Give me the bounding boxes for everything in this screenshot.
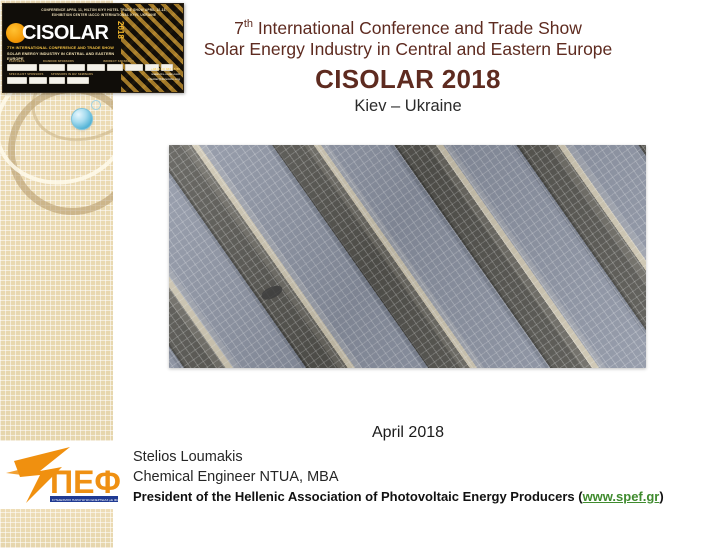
photo-lighting-overlay	[169, 145, 646, 368]
photo-row-separators	[169, 145, 646, 368]
photo-panel-rows	[169, 145, 646, 368]
lightning-bolt-icon	[14, 447, 70, 503]
photo-cell-grid	[169, 145, 646, 368]
sponsor-logo	[87, 64, 105, 71]
solar-farm-aerial-photo	[169, 145, 646, 368]
sponsor-logo	[7, 77, 27, 84]
presenter-info-block: Stelios Loumakis Chemical Engineer NTUA,…	[133, 447, 693, 506]
spef-logo: ΠΕΦ ΣΥΝΔΕΣΜΟΣ ΠΑΡΑΓΩΓΩΝ ΕΝΕΡΓΕΙΑΣ μΕ ΦΩΤ…	[0, 441, 122, 509]
slide-title-block: 7th International Conference and Trade S…	[183, 18, 633, 116]
banner-mosaic-pattern	[121, 4, 183, 92]
organization-title-suffix: )	[659, 489, 664, 504]
sponsor-logo	[49, 77, 65, 84]
banner-label-biz: SPONSORS IN BIZ SEMINARS	[51, 73, 94, 76]
sponsor-logo	[67, 64, 85, 71]
sponsor-logo	[125, 64, 143, 71]
cisolar-conference-banner: CONFERENCE APRIL 11, HILTON KIYV HOTEL T…	[2, 3, 184, 93]
sponsor-logo	[161, 64, 173, 71]
banner-website: www.cis-solar.com	[151, 72, 180, 76]
organization-title-prefix: President of the Hellenic Association of…	[133, 489, 583, 504]
sponsor-logo	[107, 64, 123, 71]
banner-subtitle-1: 7TH INTERNATIONAL CONFERENCE AND TRADE S…	[7, 46, 114, 50]
spef-tagline-bar	[50, 496, 118, 502]
page-title: CISOLAR 2018	[315, 64, 501, 94]
banner-subtitle-2: SOLAR ENERGY INDUSTRY IN CENTRAL AND EAS…	[7, 52, 115, 61]
bolt-tail-icon	[6, 468, 26, 475]
conference-edition-line: 7th International Conference and Trade S…	[183, 18, 633, 39]
banner-phone: +38 (044) 383 03 56	[150, 67, 180, 71]
sponsor-logo	[145, 64, 159, 71]
banner-label-partners: PARTNERS	[9, 60, 25, 63]
sponsor-logo	[7, 64, 37, 71]
banner-label-indirect: INDIRECT SPONSORS	[103, 60, 135, 63]
spef-website-link[interactable]: www.spef.gr	[582, 489, 660, 504]
sun-icon	[6, 23, 26, 43]
banner-email: cisolar@ibcentre.org	[148, 77, 180, 81]
banner-sponsor-logo-row-2	[7, 77, 89, 84]
banner-label-diamond: DIAMOND SPONSORS	[43, 60, 75, 63]
sidebar-decorative-panel-bottom	[0, 508, 113, 548]
presenter-name: Stelios Loumakis	[133, 449, 243, 465]
sponsor-logo	[67, 77, 89, 84]
small-circle-decoration	[91, 100, 101, 110]
edition-number: 7	[234, 18, 244, 38]
spef-logo-graphic: ΠΕΦ ΣΥΝΔΕΣΜΟΣ ΠΑΡΑΓΩΓΩΝ ΕΝΕΡΓΕΙΑΣ μΕ ΦΩΤ…	[6, 447, 122, 503]
spef-tagline: ΣΥΝΔΕΣΜΟΣ ΠΑΡΑΓΩΓΩΝ ΕΝΕΡΓΕΙΑΣ μΕ ΦΩΤΟΒΟΛ…	[52, 498, 122, 502]
sponsor-logo	[39, 64, 65, 71]
conference-location: Kiev – Ukraine	[354, 97, 462, 115]
conference-theme-line: Solar Energy Industry in Central and Eas…	[203, 39, 613, 59]
presenter-organization-title: President of the Hellenic Association of…	[133, 487, 693, 506]
banner-year-text: 2018	[116, 21, 125, 39]
edition-rest: International Conference and Trade Show	[253, 18, 582, 38]
sponsor-logo	[29, 77, 47, 84]
banner-logo-text: CISOLAR	[22, 22, 109, 44]
blue-sphere-decoration	[71, 108, 93, 130]
presenter-role: Chemical Engineer NTUA, MBA	[133, 469, 339, 485]
banner-label-special: SPECIALIST SPONSORS	[9, 73, 44, 76]
presentation-date: April 2018	[371, 424, 445, 441]
banner-event-details: CONFERENCE APRIL 11, HILTON KIYV HOTEL T…	[41, 8, 167, 17]
edition-ordinal-suffix: th	[243, 18, 254, 31]
spef-letters: ΠΕΦ	[50, 464, 121, 500]
banner-sponsor-logo-row	[7, 64, 173, 71]
